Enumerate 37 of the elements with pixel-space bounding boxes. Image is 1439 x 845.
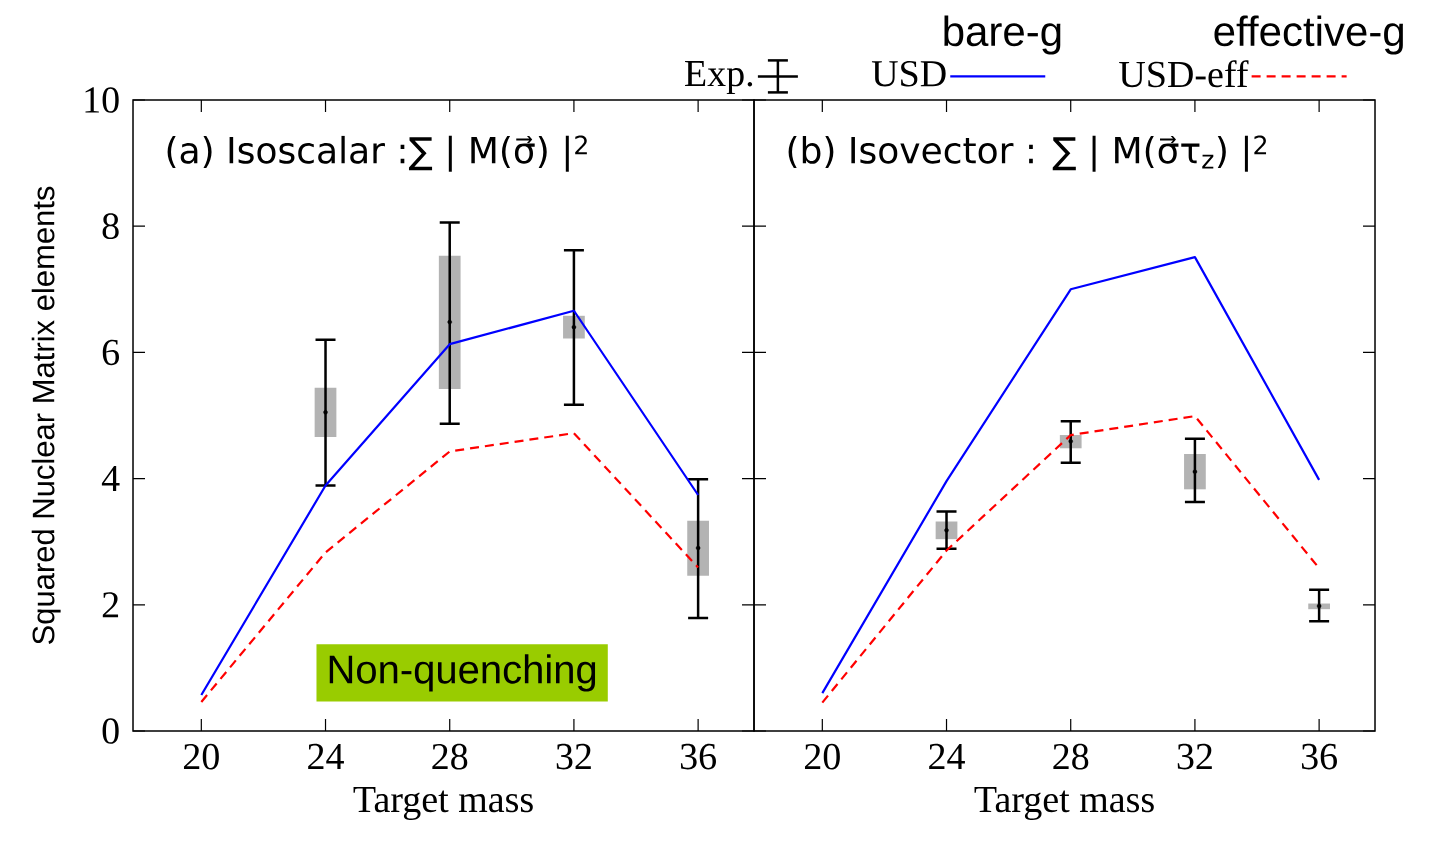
x-tick-label: 32	[1177, 743, 1212, 770]
point	[695, 545, 701, 551]
y-tick-label: 0	[102, 718, 119, 744]
x-tick-label: 32	[556, 743, 591, 770]
y-axis-title: Squared Nuclear Matrix elements	[31, 186, 61, 645]
point	[447, 319, 452, 325]
legend-label: Exp.	[685, 61, 753, 95]
text: (a) Isoscalar :∑ | M(σ⃗) |$^{2}$	[167, 135, 587, 172]
point	[944, 528, 949, 533]
y-tick-label: 8	[102, 213, 119, 240]
point	[1192, 469, 1198, 474]
x-tick-label: 28	[432, 743, 468, 770]
y-tick-label: 6	[102, 339, 120, 366]
legend-label: USD	[871, 60, 946, 87]
x-tick-label: 24	[308, 743, 344, 770]
line-series	[200, 309, 700, 697]
point	[1316, 603, 1322, 609]
x-tick-label: 36	[1301, 743, 1337, 770]
text: (b) Isovector : ∑ | M(σ⃗τ$_{z}$) |$^{2}$	[788, 135, 1267, 172]
point	[571, 324, 577, 330]
y-tick-label: 10	[85, 87, 119, 113]
text: effective-g	[1214, 15, 1403, 55]
text: bare-g	[944, 15, 1061, 55]
y-tick-label: 2	[102, 592, 119, 618]
x-tick-label: 28	[1053, 743, 1089, 770]
x-tick-label: 20	[804, 743, 840, 770]
x-tick-label: 20	[183, 743, 219, 770]
x-tick-label: 24	[929, 743, 965, 770]
point	[1068, 439, 1073, 444]
y-tick-label: 4	[101, 466, 120, 492]
legend-label: USD-eff	[1119, 60, 1249, 88]
x-axis-title: Target mass	[974, 787, 1154, 821]
line-series	[200, 432, 700, 704]
x-tick-label: 36	[680, 743, 716, 770]
annotation: Non-quenching	[329, 654, 596, 692]
point	[323, 410, 328, 415]
x-axis-title: Target mass	[353, 787, 533, 821]
